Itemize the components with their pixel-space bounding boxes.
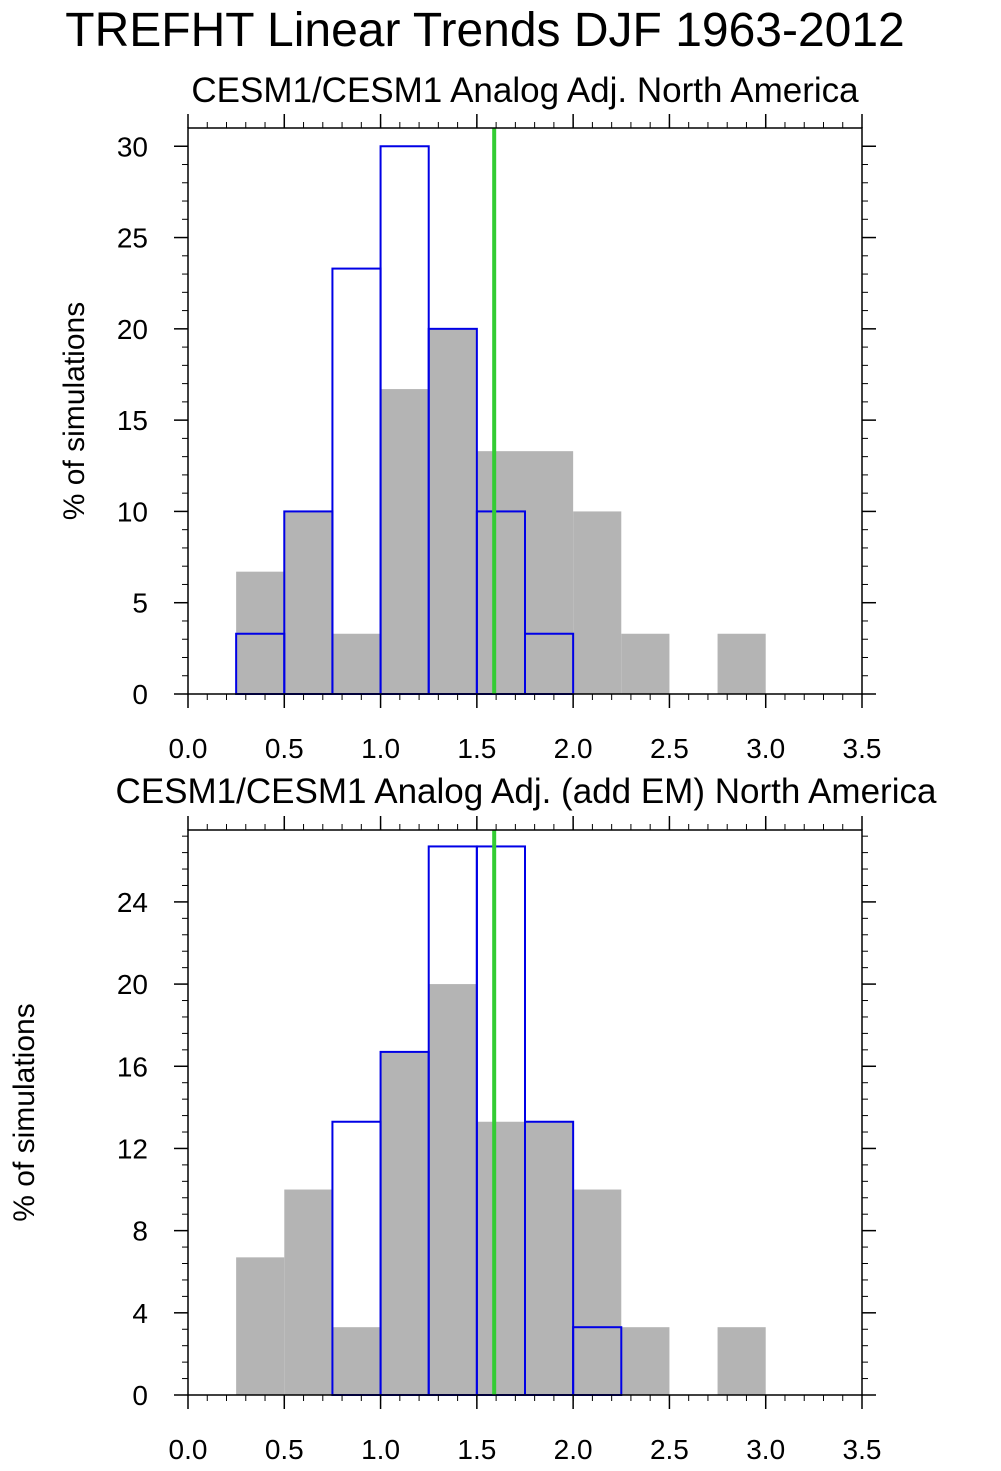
x-tick-label: 1.0	[361, 1434, 400, 1465]
filled-bar	[525, 451, 574, 694]
y-tick-label: 4	[132, 1298, 148, 1329]
filled-bar	[621, 1327, 670, 1395]
x-tick-label: 3.0	[746, 733, 785, 764]
x-tick-label: 2.5	[650, 733, 689, 764]
panel-title: CESM1/CESM1 Analog Adj. (add EM) North A…	[116, 772, 937, 811]
y-tick-label: 8	[132, 1216, 148, 1247]
filled-bars-group	[236, 984, 766, 1395]
panel-title: CESM1/CESM1 Analog Adj. North America	[191, 71, 859, 110]
x-tick-label: 3.5	[843, 733, 882, 764]
filled-bars-group	[236, 328, 766, 694]
y-tick-label: 24	[117, 887, 148, 918]
filled-bar	[476, 451, 525, 694]
x-tick-labels: 0.0 0.5 1.0 1.5 2.0 2.5 3.0 3.5	[169, 1434, 882, 1465]
x-tick-label: 1.5	[457, 1434, 496, 1465]
x-tick-labels: 0.0 0.5 1.0 1.5 2.0 2.5 3.0 3.5	[169, 733, 882, 764]
filled-bar	[380, 1051, 429, 1395]
filled-bar	[573, 511, 622, 694]
y-tick-labels: 0 5 10 15 20 25 30	[117, 131, 148, 710]
x-tick-label: 0.5	[265, 733, 304, 764]
x-tick-label: 2.0	[554, 733, 593, 764]
x-tick-label: 2.5	[650, 1434, 689, 1465]
filled-bar	[428, 984, 477, 1395]
filled-bar	[332, 1327, 381, 1395]
plot-frame	[187, 829, 863, 1396]
y-tick-labels: 0 4 8 12 16 20 24	[117, 887, 148, 1411]
filled-bar	[380, 389, 429, 694]
y-tick-label: 30	[117, 131, 148, 162]
y-tick-label: 20	[117, 969, 148, 1000]
filled-bar	[476, 1121, 525, 1395]
ticks-group	[174, 114, 876, 708]
filled-bar	[428, 328, 477, 694]
x-tick-label: 3.0	[746, 1434, 785, 1465]
filled-bar	[332, 633, 381, 694]
x-tick-label: 2.0	[554, 1434, 593, 1465]
x-tick-label: 0.0	[169, 733, 208, 764]
x-tick-label: 1.5	[457, 733, 496, 764]
filled-bar	[525, 1121, 574, 1395]
y-tick-label: 12	[117, 1133, 148, 1164]
y-tick-label: 5	[132, 588, 148, 619]
ticks-group	[174, 816, 876, 1409]
outline-bar	[331, 267, 382, 695]
y-tick-label: 10	[117, 496, 148, 527]
main-title: TREFHT Linear Trends DJF 1963-2012	[65, 4, 904, 57]
x-tick-label: 0.5	[265, 1434, 304, 1465]
filled-bar	[717, 1327, 766, 1395]
plot-frame	[187, 127, 863, 695]
filled-bar	[573, 1189, 622, 1395]
y-axis-label: % of simulations	[8, 1003, 41, 1221]
filled-bar	[284, 511, 333, 694]
y-tick-label: 25	[117, 223, 148, 254]
y-tick-label: 0	[132, 679, 148, 710]
y-axis-label: % of simulations	[58, 302, 91, 520]
histogram-panel-top: CESM1/CESM1 Analog Adj. North America 0.…	[58, 71, 881, 764]
x-tick-label: 0.0	[169, 1434, 208, 1465]
histogram-panel-bottom: CESM1/CESM1 Analog Adj. (add EM) North A…	[8, 772, 937, 1465]
filled-bar	[236, 1257, 285, 1395]
y-tick-label: 20	[117, 314, 148, 345]
y-tick-label: 16	[117, 1051, 148, 1082]
y-tick-label: 15	[117, 405, 148, 436]
filled-bar	[717, 633, 766, 694]
y-tick-label: 0	[132, 1380, 148, 1411]
x-tick-label: 3.5	[843, 1434, 882, 1465]
filled-bar	[284, 1189, 333, 1395]
x-tick-label: 1.0	[361, 733, 400, 764]
filled-bar	[621, 633, 670, 694]
